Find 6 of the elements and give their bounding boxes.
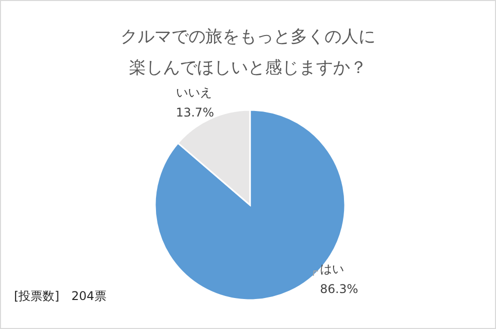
- chart-title: クルマでの旅をもっと多くの人に楽しんでほしいと感じますか？: [120, 27, 376, 78]
- data-label: 86.3%: [320, 282, 358, 296]
- text: [投票数] 204票: [14, 289, 106, 303]
- slice-label: いいえ: [176, 85, 212, 100]
- slice-label: はい: [320, 262, 344, 276]
- data-label: 13.7%: [176, 105, 214, 120]
